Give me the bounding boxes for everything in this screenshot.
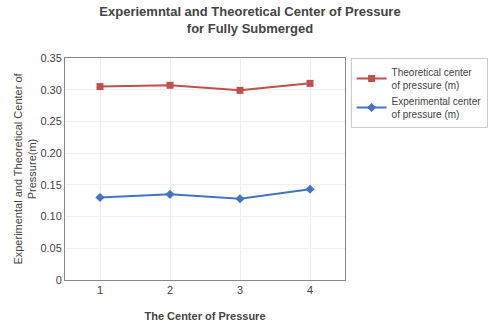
svg-text:Experimental and Theoretical C: Experimental and Theoretical Center ofPr… — [12, 72, 38, 264]
svg-text:0.20: 0.20 — [40, 147, 61, 159]
svg-text:Experiemntal and Theoretical C: Experiemntal and Theoretical Center of P… — [99, 4, 400, 36]
svg-text:The Center of Pressure: The Center of Pressure — [144, 310, 265, 322]
svg-text:2: 2 — [167, 284, 173, 296]
svg-text:0.15: 0.15 — [40, 179, 61, 191]
svg-text:Theoretical centerof pressure: Theoretical centerof pressure (m) — [392, 67, 473, 91]
svg-text:0.35: 0.35 — [40, 52, 61, 64]
svg-text:3: 3 — [237, 284, 243, 296]
svg-text:0: 0 — [56, 274, 62, 286]
svg-text:0.25: 0.25 — [40, 115, 61, 127]
svg-text:0.05: 0.05 — [40, 242, 61, 254]
svg-text:1: 1 — [97, 284, 103, 296]
svg-text:Experimental centerof pressure: Experimental centerof pressure (m) — [392, 96, 482, 120]
svg-text:0.10: 0.10 — [40, 210, 61, 222]
svg-text:0.30: 0.30 — [40, 84, 61, 96]
svg-text:4: 4 — [307, 284, 313, 296]
